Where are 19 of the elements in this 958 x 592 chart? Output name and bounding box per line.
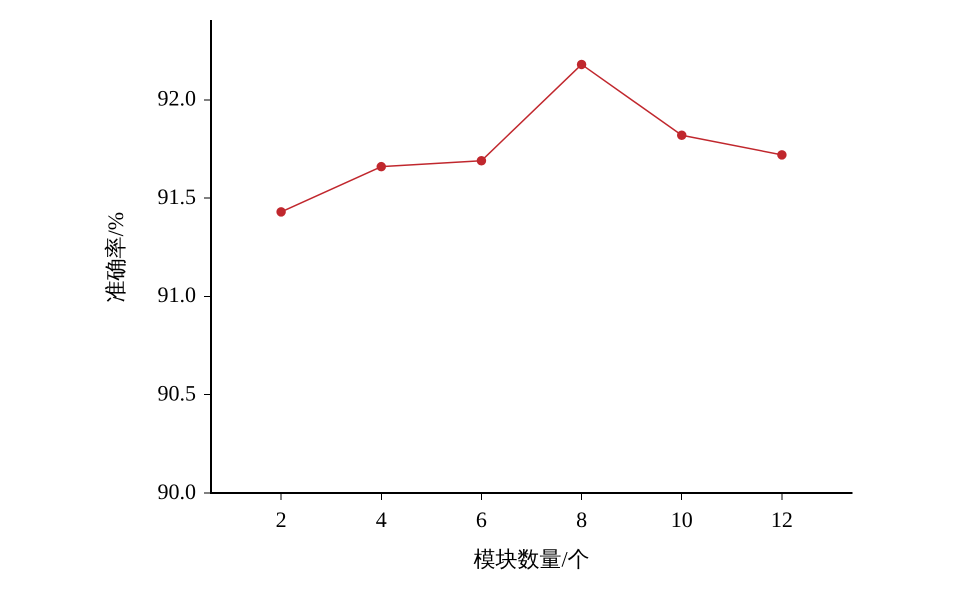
point: [476, 156, 486, 166]
y-tick-label: 90.5: [158, 380, 196, 406]
y-tick-label: 92.0: [158, 86, 196, 111]
x-axis-title: 模块数量/个: [473, 546, 590, 572]
y-axis-title: 准确率/%: [102, 212, 128, 302]
point: [376, 162, 386, 172]
x-tick-label: 10: [670, 506, 693, 532]
y-tick-label: 91.5: [158, 184, 196, 209]
x-tick-label: 6: [476, 506, 487, 532]
point: [777, 150, 787, 160]
x-tick-label: 4: [376, 506, 387, 532]
x-tick-label: 12: [770, 506, 793, 532]
y-tick-label: 90.0: [158, 478, 196, 504]
point: [276, 207, 286, 217]
point: [676, 130, 686, 140]
x-tick-label: 2: [276, 506, 287, 532]
point: [576, 60, 586, 70]
y-tick-label: 91.0: [158, 282, 196, 308]
x-tick-label: 8: [576, 506, 588, 532]
